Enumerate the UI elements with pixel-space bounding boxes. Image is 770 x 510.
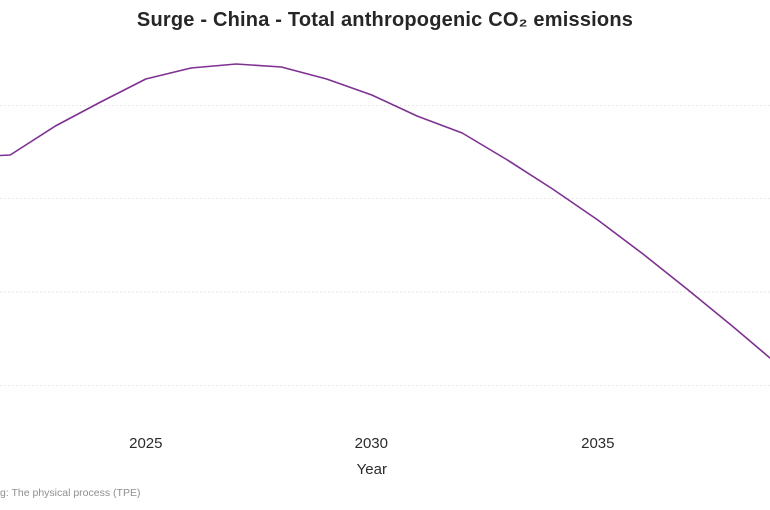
source-caption: g: The physical process (TPE) xyxy=(0,487,141,499)
emissions-series-line xyxy=(0,63,770,359)
x-axis-label: Year xyxy=(356,461,387,478)
x-tick-label: 2030 xyxy=(354,435,388,452)
x-tick-label: 2025 xyxy=(129,435,163,452)
x-tick-label: 2035 xyxy=(581,435,615,452)
chart-title: Surge - China - Total anthropogenic CO₂ … xyxy=(136,9,634,31)
